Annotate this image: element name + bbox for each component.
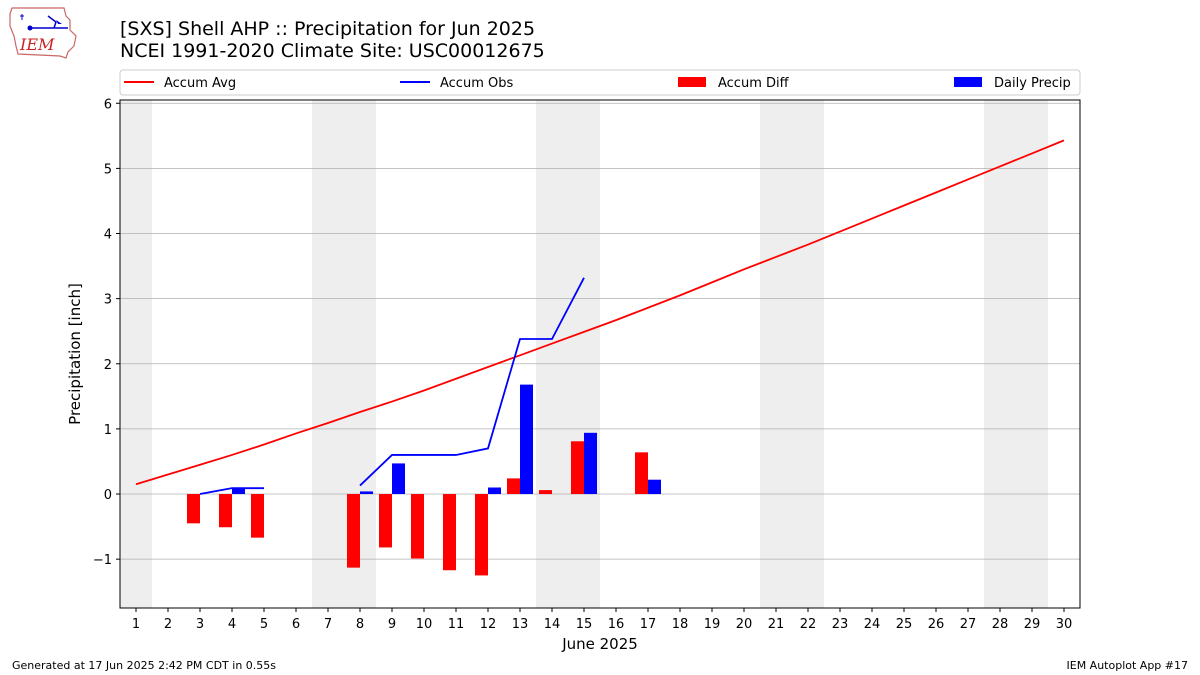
accum-diff-bar (539, 490, 552, 495)
legend-swatch-bar (954, 77, 982, 87)
x-tick-label: 20 (736, 617, 753, 632)
chart-title: [SXS] Shell AHP :: Precipitation for Jun… (120, 18, 536, 40)
x-tick-label: 6 (292, 617, 300, 632)
x-tick-label: 15 (576, 617, 593, 632)
x-tick-label: 19 (704, 617, 721, 632)
x-tick-label: 5 (260, 617, 268, 632)
logo-text: IEM (19, 35, 55, 54)
y-tick-label: 5 (104, 162, 112, 177)
x-tick-label: 3 (196, 617, 204, 632)
accum-obs-line (199, 487, 264, 495)
x-tick-label: 24 (864, 617, 881, 632)
x-tick-label: 30 (1056, 617, 1073, 632)
x-tick-label: 9 (388, 617, 396, 632)
x-tick-label: 17 (640, 617, 657, 632)
x-tick-label: 12 (480, 617, 497, 632)
legend-label: Accum Avg (164, 76, 236, 91)
x-tick-label: 10 (416, 617, 433, 632)
x-tick-label: 18 (672, 617, 689, 632)
daily-precip-bar (520, 384, 533, 495)
accum-diff-bar (347, 494, 360, 568)
x-tick-label: 11 (448, 617, 465, 632)
x-tick-label: 22 (800, 617, 817, 632)
accum-diff-bar (443, 494, 456, 571)
weekend-band (984, 100, 1048, 608)
generated-timestamp: Generated at 17 Jun 2025 2:42 PM CDT in … (12, 659, 277, 672)
legend-label: Accum Obs (440, 76, 513, 91)
y-tick-label: 6 (104, 97, 112, 112)
accum-diff-bar (251, 494, 264, 538)
chart-subtitle: NCEI 1991-2020 Climate Site: USC00012675 (120, 40, 545, 62)
x-tick-label: 21 (768, 617, 785, 632)
daily-precip-bar (392, 463, 405, 495)
y-tick-label: 0 (104, 488, 112, 503)
accum-avg-line (135, 139, 1065, 486)
weekend-band (536, 100, 600, 608)
accum-diff-bar (475, 494, 488, 576)
x-tick-label: 16 (608, 617, 625, 632)
daily-precip-bar (584, 432, 597, 495)
legend-label: Accum Diff (718, 76, 790, 91)
x-tick-label: 7 (324, 617, 332, 632)
x-tick-label: 14 (544, 617, 561, 632)
x-tick-label: 4 (228, 617, 236, 632)
x-tick-label: 26 (928, 617, 945, 632)
app-credit: IEM Autoplot App #17 (1066, 659, 1189, 672)
x-tick-label: 1 (132, 617, 140, 632)
accum-diff-bar (571, 441, 584, 495)
legend-label: Daily Precip (994, 76, 1071, 91)
y-tick-label: 4 (104, 228, 112, 243)
accum-diff-bar (635, 452, 648, 495)
y-axis-label: Precipitation [inch] (66, 283, 84, 425)
legend-swatch-bar (678, 77, 706, 87)
accum-obs-line (359, 277, 585, 487)
y-tick-label: 1 (104, 423, 112, 438)
x-tick-label: 27 (960, 617, 977, 632)
legend-box (119, 69, 1081, 96)
accum-diff-bar (219, 494, 232, 528)
daily-precip-bar (232, 488, 245, 495)
y-tick-label: 3 (104, 293, 112, 308)
x-tick-label: 13 (512, 617, 529, 632)
x-tick-label: 29 (1024, 617, 1041, 632)
accum-diff-bar (507, 478, 520, 495)
x-tick-label: 23 (832, 617, 849, 632)
x-tick-label: 28 (992, 617, 1009, 632)
x-axis-label: June 2025 (561, 635, 638, 653)
weekend-band (120, 100, 152, 608)
daily-precip-bar (648, 479, 661, 495)
weekend-band (760, 100, 824, 608)
plot-frame (119, 99, 1081, 609)
accum-diff-bar (379, 494, 392, 548)
accum-diff-bar (187, 494, 200, 524)
x-tick-label: 2 (164, 617, 172, 632)
daily-precip-bar (360, 491, 373, 495)
iem-logo-icon: IEM (9, 7, 77, 59)
y-tick-label: 2 (104, 358, 112, 373)
y-tick-label: −1 (93, 553, 112, 568)
accum-diff-bar (411, 494, 424, 559)
daily-precip-bar (488, 487, 501, 495)
x-tick-label: 8 (356, 617, 364, 632)
weekend-band (312, 100, 376, 608)
x-tick-label: 25 (896, 617, 913, 632)
